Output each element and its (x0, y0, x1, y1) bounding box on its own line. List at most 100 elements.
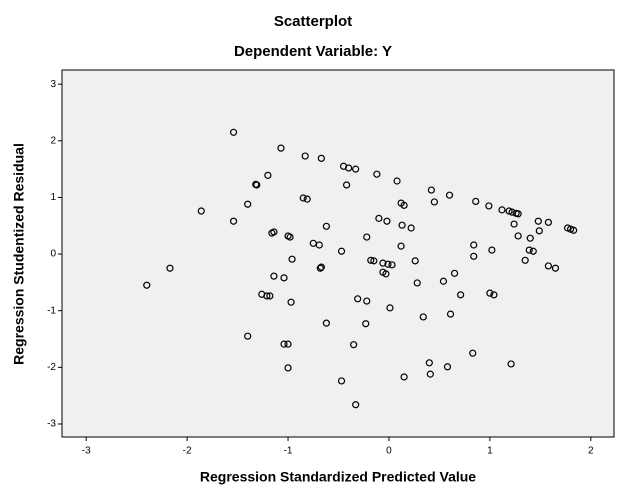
point (375, 214, 383, 222)
point (268, 229, 276, 237)
point (379, 259, 387, 267)
x-tick-label: -1 (284, 446, 293, 457)
point (316, 264, 324, 272)
point (354, 295, 362, 303)
point (363, 297, 371, 305)
point (472, 197, 480, 205)
point (525, 246, 533, 254)
point (362, 320, 370, 328)
point (383, 217, 391, 225)
y-tick-label: 2 (50, 135, 56, 146)
y-tick-label: -3 (47, 419, 56, 430)
point (367, 256, 375, 264)
y-tick-label: 3 (50, 79, 56, 90)
point (570, 226, 578, 234)
point (322, 222, 330, 230)
point (288, 255, 296, 263)
point (229, 128, 238, 136)
point (469, 349, 477, 357)
plot-area (61, 69, 615, 438)
point (382, 270, 390, 278)
point (280, 274, 288, 282)
point (229, 217, 238, 225)
point (514, 210, 522, 218)
point (535, 227, 543, 235)
point (363, 233, 371, 241)
point (386, 304, 394, 312)
point (266, 292, 274, 300)
point (521, 256, 529, 264)
point (544, 262, 553, 270)
x-tick-label: -2 (183, 446, 192, 457)
point (286, 233, 294, 241)
point (322, 319, 330, 327)
point (284, 364, 292, 372)
point (407, 224, 415, 232)
point (470, 241, 478, 249)
point (284, 340, 292, 348)
point (315, 241, 323, 249)
point (427, 186, 435, 194)
point (430, 198, 438, 206)
point (317, 263, 325, 271)
point (388, 261, 396, 269)
point (443, 363, 452, 371)
point (485, 202, 493, 210)
point (439, 277, 448, 285)
point (384, 260, 392, 268)
point (514, 232, 522, 240)
point (498, 206, 506, 214)
x-axis-label: Regression Standardized Predicted Value (200, 469, 476, 485)
point (344, 164, 353, 172)
point (373, 170, 381, 178)
point (252, 180, 260, 189)
point (490, 291, 498, 299)
point (352, 401, 360, 409)
point (507, 360, 515, 368)
point (370, 257, 378, 265)
point (350, 341, 358, 349)
point (287, 298, 295, 306)
point (337, 377, 346, 385)
point (488, 246, 496, 254)
point (317, 154, 325, 162)
point (486, 289, 494, 297)
point (398, 221, 406, 229)
point (544, 218, 553, 226)
point (270, 272, 278, 280)
point (301, 152, 309, 160)
point (551, 264, 560, 272)
x-tick-label: 2 (588, 446, 594, 457)
point (303, 195, 311, 203)
y-axis-label: Regression Studentized Residual (11, 143, 27, 365)
point (143, 281, 151, 289)
point (393, 177, 401, 185)
point (342, 181, 351, 189)
chart-subtitle: Dependent Variable: Y (234, 43, 392, 60)
point (411, 257, 419, 265)
point (400, 373, 408, 381)
point (419, 313, 427, 321)
point (445, 191, 454, 199)
point (352, 165, 360, 173)
point (413, 279, 421, 287)
point (280, 340, 288, 348)
point (264, 171, 272, 179)
point (446, 310, 455, 318)
point (426, 370, 434, 378)
y-tick-label: -1 (47, 305, 56, 316)
point (263, 292, 271, 300)
point (166, 264, 174, 272)
point (397, 242, 405, 250)
point (425, 359, 433, 367)
point (534, 217, 542, 225)
x-tick-label: 0 (386, 446, 392, 457)
point (470, 252, 478, 260)
point (450, 269, 459, 277)
point (337, 247, 346, 255)
point (299, 194, 307, 202)
x-tick-label: -3 (82, 446, 91, 457)
chart-title: Scatterplot (274, 13, 352, 30)
point (400, 201, 408, 209)
